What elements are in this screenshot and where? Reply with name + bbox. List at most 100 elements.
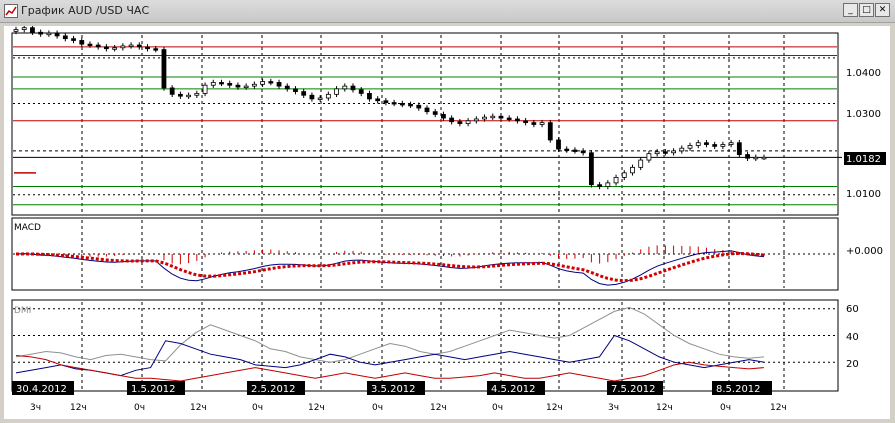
hour-tick-label: 0ч <box>134 403 145 413</box>
macd-indicator <box>13 245 837 286</box>
date-badge <box>12 381 74 395</box>
candle-body <box>104 46 109 50</box>
dmi-indicator <box>13 306 837 382</box>
candle-body <box>457 121 463 124</box>
candle-body <box>704 142 709 145</box>
chart-app-icon <box>4 4 18 18</box>
candle-body <box>350 85 356 91</box>
dmi-label: DMI <box>14 306 31 316</box>
candle-body <box>408 103 413 107</box>
candle-body <box>498 115 504 119</box>
candle-body <box>71 38 76 41</box>
candle-body <box>153 48 159 51</box>
candle-body <box>539 122 545 125</box>
candle-body <box>531 122 537 125</box>
candle-body <box>687 145 693 149</box>
date-label: 1.5.2012 <box>131 384 176 395</box>
hour-tick-label: 12ч <box>770 403 787 413</box>
candle-body <box>243 85 249 89</box>
date-label: 2.5.2012 <box>251 384 296 395</box>
candle-body <box>449 117 455 123</box>
candle-body <box>399 103 405 106</box>
candle-body <box>375 98 381 102</box>
candle-body <box>325 93 331 99</box>
date-label: 7.5.2012 <box>611 384 656 395</box>
candle-body <box>95 44 101 48</box>
hour-tick-label: 0ч <box>492 403 503 413</box>
chart-svg[interactable]: 1.0400 1.0300 1.0100 1.0182 MACD +0.000 … <box>4 26 890 419</box>
candle-body <box>227 82 233 86</box>
candle-body <box>128 44 134 47</box>
maximize-button[interactable]: □ <box>859 3 874 17</box>
date-label: 8.5.2012 <box>716 384 761 395</box>
candle-body <box>46 32 52 36</box>
candle-body <box>177 93 183 97</box>
candle-body <box>753 156 759 160</box>
candle-body <box>136 44 142 48</box>
hour-tick-label: 0ч <box>252 403 263 413</box>
time-axis: 30.4.2012 3ч 12ч 1.5.2012 0ч 12ч 2.5.2012 0ч 12ч… <box>12 381 787 413</box>
candle-body <box>169 87 175 95</box>
candle-body <box>580 150 586 154</box>
candle-body <box>736 142 742 155</box>
price-axis-label-2: 1.0300 <box>846 109 881 120</box>
candle-body <box>391 102 397 105</box>
current-price-badge <box>844 152 886 165</box>
candle-body <box>671 150 676 154</box>
candle-body <box>358 89 364 94</box>
candle-body <box>54 32 60 37</box>
day-grid-lines <box>81 35 785 389</box>
price-candles <box>13 26 767 190</box>
candle-body <box>613 176 619 184</box>
candle-body <box>597 184 603 187</box>
candle-body <box>161 49 167 89</box>
hour-tick-label: 12ч <box>430 403 447 413</box>
candle-body <box>210 82 216 86</box>
candle-body <box>301 91 307 96</box>
chart-area[interactable]: 1.0400 1.0300 1.0100 1.0182 MACD +0.000 … <box>4 26 890 419</box>
candle-body <box>186 94 192 98</box>
candle-body <box>112 47 118 50</box>
candle-body <box>695 142 701 146</box>
candle-body <box>424 107 430 113</box>
window-title: График AUD /USD ЧАС <box>21 4 150 17</box>
title-bar[interactable]: График AUD /USD ЧАС _ □ ✕ <box>0 0 895 23</box>
price-levels <box>13 46 842 206</box>
dmi-panel[interactable] <box>11 299 839 392</box>
candle-body <box>367 93 372 100</box>
current-price-label: 1.0182 <box>846 154 881 165</box>
close-button[interactable]: ✕ <box>875 3 890 17</box>
candle-body <box>720 144 726 147</box>
candle-body <box>309 94 315 100</box>
candle-body <box>679 147 685 152</box>
candle-body <box>416 104 422 109</box>
hour-tick-label: 12ч <box>190 403 207 413</box>
dmi-plus-line <box>15 334 765 377</box>
candle-body <box>383 100 389 103</box>
candle-body <box>268 81 274 84</box>
hour-tick-label: 0ч <box>720 403 731 413</box>
candle-body <box>120 45 126 49</box>
candle-body <box>490 115 496 119</box>
candle-body <box>638 159 644 168</box>
candle-body <box>62 35 68 40</box>
candle-body <box>79 40 85 45</box>
candle-body <box>194 93 200 96</box>
candle-body <box>219 82 224 85</box>
candle-body <box>87 43 93 47</box>
minimize-button[interactable]: _ <box>843 3 858 17</box>
candle-body <box>515 118 520 122</box>
macd-axis-label: +0.000 <box>846 246 883 257</box>
candle-body <box>728 142 734 145</box>
candle-body <box>621 172 627 178</box>
candle-body <box>473 118 479 122</box>
hour-tick-label: 12ч <box>308 403 325 413</box>
hour-tick-label: 12ч <box>546 403 563 413</box>
date-badge <box>367 381 425 395</box>
hour-tick-label: 3ч <box>608 403 619 413</box>
dmi-adx-line <box>15 306 765 363</box>
price-panel[interactable] <box>11 32 839 216</box>
candle-body <box>284 85 290 90</box>
hour-tick-label: 3ч <box>30 403 41 413</box>
